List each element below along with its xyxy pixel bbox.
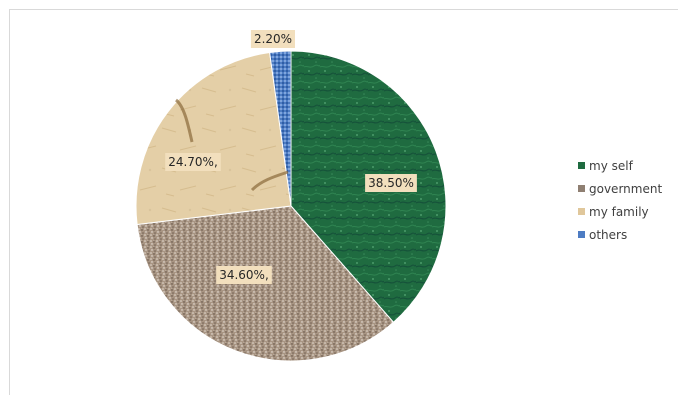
legend-swatch-government: [578, 185, 585, 192]
pie-slice-my-family: [135, 51, 292, 226]
legend-label: government: [589, 181, 663, 196]
data-label-my-self: 38.50%: [365, 174, 417, 192]
svg-text:38.50%: 38.50%: [368, 176, 414, 190]
data-label-government: 34.60%,: [216, 266, 272, 284]
legend-swatch-others: [578, 231, 585, 238]
data-label-my-family: 24.70%,: [165, 153, 221, 171]
fossil-texture-detail: [174, 98, 289, 192]
svg-text:34.60%,: 34.60%,: [219, 268, 269, 282]
svg-text:2.20%: 2.20%: [254, 32, 292, 46]
legend-item-my-family: my family: [578, 200, 682, 223]
legend-item-my-self: my self: [578, 154, 682, 177]
legend-label: my family: [589, 204, 649, 219]
pie-slice-others: [269, 50, 292, 207]
legend-swatch-my-self: [578, 162, 585, 169]
legend-item-government: government: [578, 177, 682, 200]
svg-text:24.70%,: 24.70%,: [168, 155, 218, 169]
data-label-others: 2.20%: [250, 30, 295, 48]
legend-swatch-my-family: [578, 208, 585, 215]
chart-frame: [9, 9, 678, 395]
legend-label: my self: [589, 158, 633, 173]
legend-item-others: others: [578, 223, 682, 246]
chart-legend: my self government my family others: [578, 154, 682, 246]
legend-label: others: [589, 227, 628, 242]
